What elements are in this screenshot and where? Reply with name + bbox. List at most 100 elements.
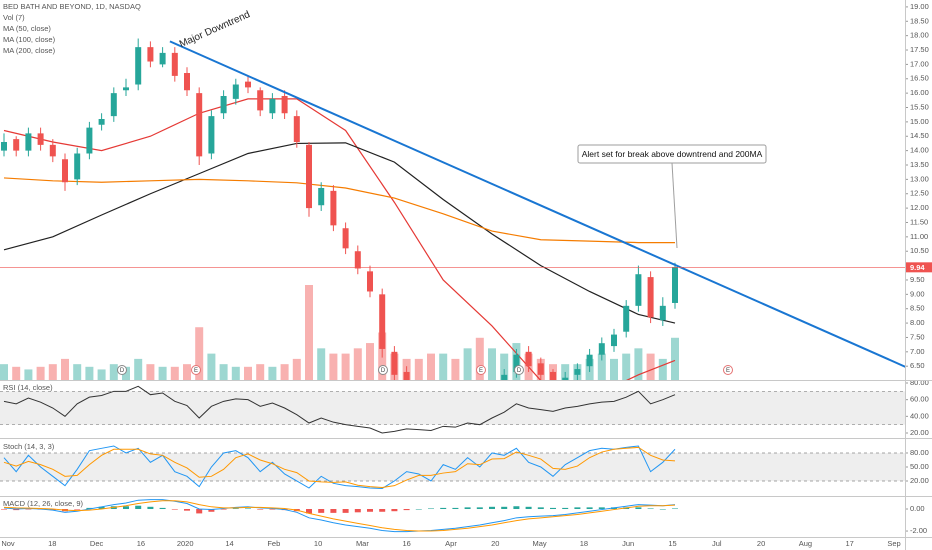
histogram-bar [257, 509, 264, 510]
y-tick-label: 8.50 [910, 304, 925, 313]
x-tick-label: 14 [225, 539, 233, 548]
moving-average [3, 98, 676, 380]
candle-body [354, 251, 361, 269]
volume-bar [597, 353, 606, 380]
pane [0, 38, 905, 380]
candle-body [159, 52, 166, 65]
volume-bar [231, 366, 240, 380]
candle-body [25, 133, 32, 151]
candle-body [379, 294, 386, 349]
last-price-box [906, 262, 932, 273]
volume-bar [85, 366, 94, 380]
y-tick-label: -2.00 [910, 526, 927, 535]
histogram-bar [245, 508, 251, 510]
candle-body [318, 187, 325, 206]
x-tick-label: 2020 [177, 539, 194, 548]
histogram-bar [208, 509, 215, 512]
annotation: Alert set for break above downtrend and … [577, 144, 767, 249]
legend-entry: Vol (7) [3, 13, 25, 22]
x-tick-label: 18 [48, 539, 56, 548]
y-tick-label: 10.50 [910, 246, 929, 255]
indicator-title: MACD (12, 26, close, 9) [3, 499, 84, 508]
volume-bar [24, 369, 33, 380]
candle-body [98, 119, 105, 125]
histogram-bar [562, 507, 569, 510]
volume-bar [12, 366, 21, 380]
event-marker: D [117, 365, 127, 375]
histogram-bar [269, 509, 276, 510]
pane [0, 445, 905, 489]
histogram-bar [379, 509, 386, 512]
event-icon [117, 365, 127, 375]
y-tick-label: 80.00 [910, 448, 929, 457]
candle-body [550, 371, 556, 380]
volume-bar [170, 366, 179, 380]
histogram-bar [489, 506, 495, 510]
band [0, 452, 905, 481]
x-tick-label: 17 [846, 539, 854, 548]
y-tick-label: 14.50 [910, 131, 929, 140]
histogram-bar [391, 509, 398, 512]
chart-title: BED BATH AND BEYOND, 1D, NASDAQ [3, 2, 141, 11]
y-tick-label: 13.50 [910, 160, 929, 169]
volume-bar [658, 358, 667, 380]
histogram-bar [537, 507, 544, 510]
x-tick-label: Apr [445, 539, 457, 548]
volume-bar [610, 358, 618, 380]
candle-body [562, 377, 569, 380]
candle-body [647, 277, 654, 318]
event-icon [514, 365, 524, 375]
volume-bar [122, 366, 130, 380]
histogram-bar [86, 507, 93, 510]
volume-bar [292, 358, 301, 380]
histogram-bar [452, 507, 459, 510]
histogram-bar [74, 509, 81, 510]
histogram-bar [440, 507, 447, 510]
pane [1, 499, 678, 533]
event-icon [476, 365, 486, 375]
candle-body [196, 93, 203, 157]
histogram-bar [147, 506, 154, 510]
indicator-line [3, 385, 676, 434]
indicator-title: RSI (14, close) [3, 383, 53, 392]
pane [0, 385, 905, 434]
y-tick-label: 20.00 [910, 428, 929, 437]
volume-bar [500, 353, 509, 380]
candle-body [281, 96, 288, 114]
candle-body [306, 144, 312, 209]
volume-bar [73, 364, 82, 380]
event-marker: D [514, 365, 524, 375]
histogram-bar [428, 508, 434, 510]
y-tick-label: 50.00 [910, 462, 929, 471]
histogram-bar [598, 507, 605, 510]
x-tick-label: Dec [90, 539, 104, 548]
y-tick-label: 17.50 [910, 45, 929, 54]
event-label: E [726, 368, 730, 374]
event-markers: D E D E D E [117, 365, 733, 375]
event-label: D [381, 368, 386, 374]
x-tick-label: 20 [491, 539, 499, 548]
candle-body [147, 47, 154, 62]
volume-bar [158, 366, 167, 380]
y-tick-label: 60.00 [910, 395, 929, 404]
event-icon [191, 365, 201, 375]
x-tick-label: 10 [314, 539, 322, 548]
volume-bar [61, 358, 69, 380]
y-tick-label: 40.00 [910, 411, 929, 420]
candle-body [110, 93, 117, 117]
x-tick-label: Aug [799, 539, 812, 548]
candle-body [123, 87, 129, 91]
histogram-bar [135, 505, 142, 510]
histogram-bar [672, 508, 678, 510]
indicator-line [3, 500, 676, 532]
candle-body [513, 354, 520, 372]
histogram-bar [342, 509, 349, 513]
y-tick-label: 20.00 [910, 476, 929, 485]
histogram-bar [635, 507, 642, 510]
band [0, 391, 905, 425]
y-tick-label: 14.00 [910, 146, 929, 155]
histogram-bar [196, 509, 203, 514]
candle-body [574, 369, 581, 375]
